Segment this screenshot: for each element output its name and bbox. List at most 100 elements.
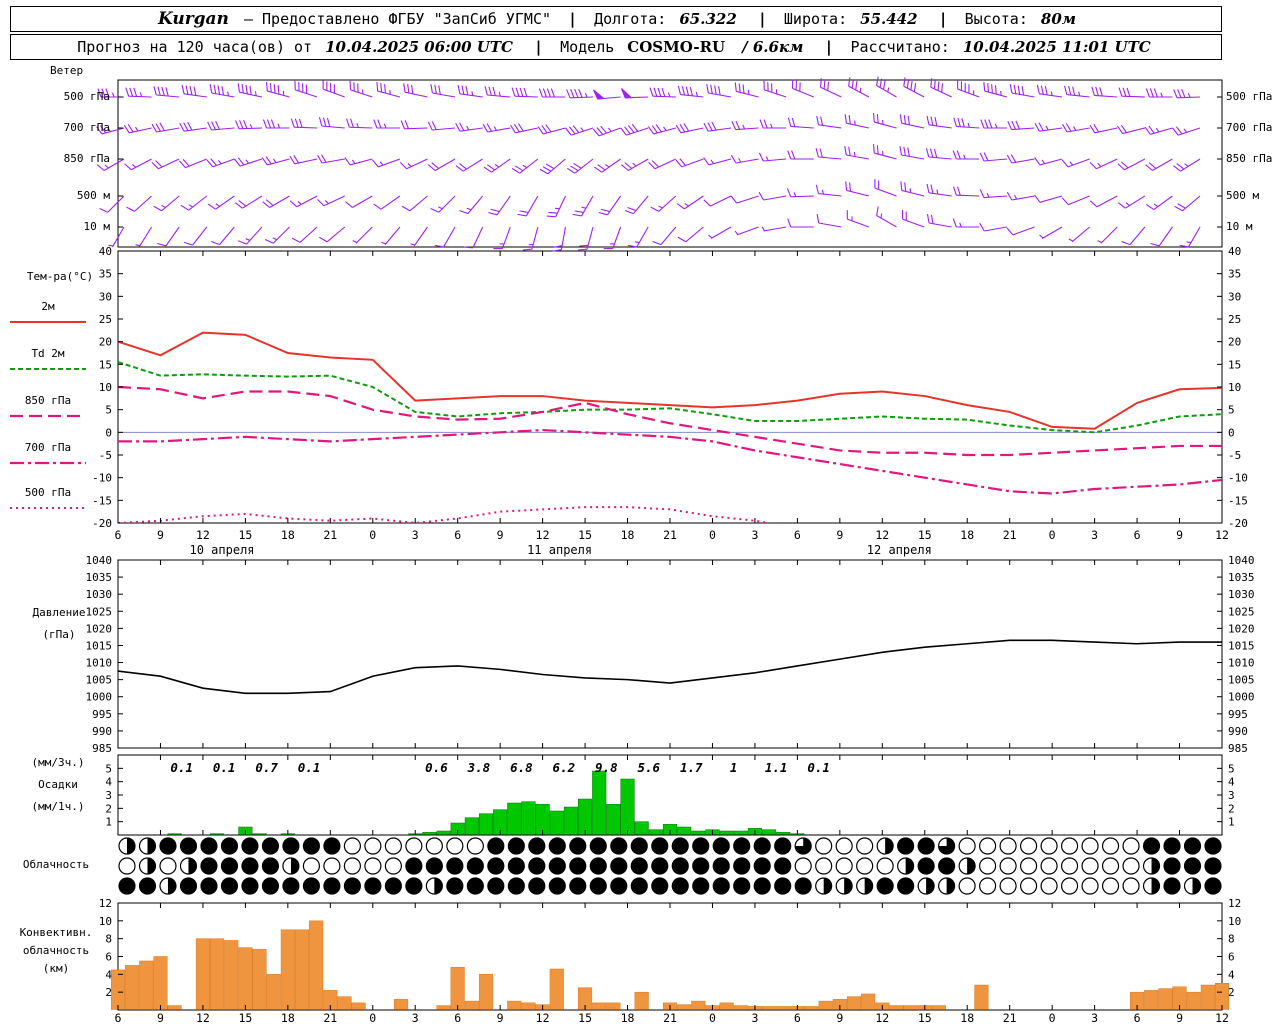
run-datetime: 10.04.2025 06:00 UTC xyxy=(325,38,513,56)
temp-line-2м xyxy=(118,331,1222,430)
legend-td2m-label: Td 2м xyxy=(31,347,65,360)
svg-text:6.2: 6.2 xyxy=(553,760,576,775)
svg-text:18: 18 xyxy=(621,1011,635,1024)
altitude-value: 80м xyxy=(1040,10,1077,28)
svg-text:0: 0 xyxy=(1228,426,1235,439)
svg-text:2: 2 xyxy=(1228,802,1235,815)
svg-text:-5: -5 xyxy=(1228,449,1241,462)
wind-barbs-row-10 м xyxy=(108,206,1201,252)
svg-text:0: 0 xyxy=(369,528,376,542)
wind-barbs-row-500 гПа xyxy=(97,76,1201,100)
svg-text:9: 9 xyxy=(1176,1011,1183,1024)
svg-text:4: 4 xyxy=(105,968,112,981)
wind-level-700hpa-right: 700 гПа xyxy=(1226,121,1273,134)
svg-text:1035: 1035 xyxy=(1228,571,1255,584)
svg-text:18: 18 xyxy=(960,528,974,542)
wind-level-850hpa-left: 850 гПа xyxy=(63,152,110,165)
svg-text:995: 995 xyxy=(92,708,112,721)
svg-text:15: 15 xyxy=(918,528,932,542)
longitude-value: 65.322 xyxy=(679,10,737,28)
svg-text:3: 3 xyxy=(105,789,112,802)
svg-text:12: 12 xyxy=(196,1011,210,1024)
longitude-label: Долгота: xyxy=(594,10,667,28)
svg-text:-20: -20 xyxy=(1228,517,1248,530)
svg-text:6: 6 xyxy=(794,528,801,542)
svg-text:9: 9 xyxy=(497,1011,504,1024)
svg-text:0: 0 xyxy=(1049,1011,1056,1024)
svg-text:995: 995 xyxy=(1228,708,1248,721)
wind-level-10m-right: 10 м xyxy=(1226,220,1253,233)
svg-text:0.7: 0.7 xyxy=(255,760,278,775)
model-resolution: / 6.6км xyxy=(742,38,804,56)
svg-text:6: 6 xyxy=(1228,951,1235,964)
legend-2m-label: 2м xyxy=(41,300,55,313)
svg-text:12: 12 xyxy=(99,897,112,910)
svg-text:10 апреля: 10 апреля xyxy=(190,543,255,557)
wind-level-10m-left: 10 м xyxy=(83,220,111,233)
svg-text:15: 15 xyxy=(99,358,112,371)
svg-text:6: 6 xyxy=(454,528,461,542)
svg-text:9: 9 xyxy=(497,528,504,542)
svg-text:15: 15 xyxy=(578,528,592,542)
svg-text:-5: -5 xyxy=(99,449,112,462)
wind-level-700hpa-left: 700 гПа xyxy=(63,121,110,134)
svg-text:2: 2 xyxy=(105,802,112,815)
svg-text:0: 0 xyxy=(709,528,716,542)
svg-text:2: 2 xyxy=(1228,986,1235,999)
svg-text:1010: 1010 xyxy=(1228,657,1255,670)
svg-text:12: 12 xyxy=(536,1011,550,1024)
wind-barbs-row-500 м xyxy=(99,179,1201,218)
svg-text:-15: -15 xyxy=(92,494,112,507)
svg-text:1040: 1040 xyxy=(1228,554,1255,567)
svg-text:12: 12 xyxy=(536,528,550,542)
svg-text:6: 6 xyxy=(115,1011,122,1024)
svg-text:3: 3 xyxy=(751,528,758,542)
model-name: COSMO-RU xyxy=(627,38,726,56)
wind-panel-title: Ветер xyxy=(50,64,84,77)
svg-text:0: 0 xyxy=(1049,528,1056,542)
legend-700hpa-label: 700 гПа xyxy=(24,441,72,454)
svg-text:20: 20 xyxy=(1228,336,1241,349)
convective-unit-label: (км) xyxy=(42,962,70,975)
svg-text:0: 0 xyxy=(369,1011,376,1024)
svg-text:9: 9 xyxy=(836,528,843,542)
svg-text:3: 3 xyxy=(412,528,419,542)
svg-text:30: 30 xyxy=(99,290,112,303)
svg-text:6.8: 6.8 xyxy=(510,760,533,775)
calc-datetime: 10.04.2025 11:01 UTC xyxy=(962,38,1151,56)
svg-text:15: 15 xyxy=(1228,358,1241,371)
wind-level-850hpa-right: 850 гПа xyxy=(1226,152,1273,165)
pressure-panel-title: Давление xyxy=(32,606,86,619)
svg-text:1: 1 xyxy=(730,760,738,775)
svg-text:6: 6 xyxy=(105,951,112,964)
svg-text:6: 6 xyxy=(794,1011,801,1024)
calc-label: Рассчитано: xyxy=(850,38,950,56)
svg-text:985: 985 xyxy=(92,742,112,755)
svg-text:1005: 1005 xyxy=(86,674,113,687)
svg-text:-10: -10 xyxy=(92,472,112,485)
svg-text:985: 985 xyxy=(1228,742,1248,755)
header-station-line: Kurgan — Предоставлено ФГБУ "ЗапСиб УГМС… xyxy=(10,6,1222,32)
svg-text:1020: 1020 xyxy=(86,622,113,635)
svg-text:1.1: 1.1 xyxy=(765,760,788,775)
svg-text:0.6: 0.6 xyxy=(425,760,448,775)
wind-barbs-row-850 гПа xyxy=(96,144,1201,175)
svg-text:5: 5 xyxy=(105,762,112,775)
temp-line-700 гПа xyxy=(118,428,1222,495)
precip-3h-unit-label: (мм/3ч.) xyxy=(31,756,85,769)
svg-text:0.1: 0.1 xyxy=(298,760,321,775)
separator-pipe: | xyxy=(568,10,578,28)
svg-text:4: 4 xyxy=(1228,968,1235,981)
precip-panel-title: Осадки xyxy=(38,778,78,791)
svg-text:-10: -10 xyxy=(1228,472,1248,485)
forecast-label: Прогноз на 120 часа(ов) от xyxy=(77,38,313,56)
svg-text:9: 9 xyxy=(836,1011,843,1024)
svg-text:1: 1 xyxy=(105,816,112,829)
precipitation-3h-labels: 0.1 0.1 0.7 0.1 0.6 3.8 6.8 6.2 9.8 5.6 1.7 1 1.1 0.1 xyxy=(170,760,830,775)
svg-text:0.1: 0.1 xyxy=(170,760,193,775)
wind-level-500m-left: 500 м xyxy=(76,189,110,202)
svg-text:18: 18 xyxy=(281,1011,295,1024)
svg-text:21: 21 xyxy=(1003,1011,1017,1024)
precip-1h-unit-label: (мм/1ч.) xyxy=(31,800,85,813)
